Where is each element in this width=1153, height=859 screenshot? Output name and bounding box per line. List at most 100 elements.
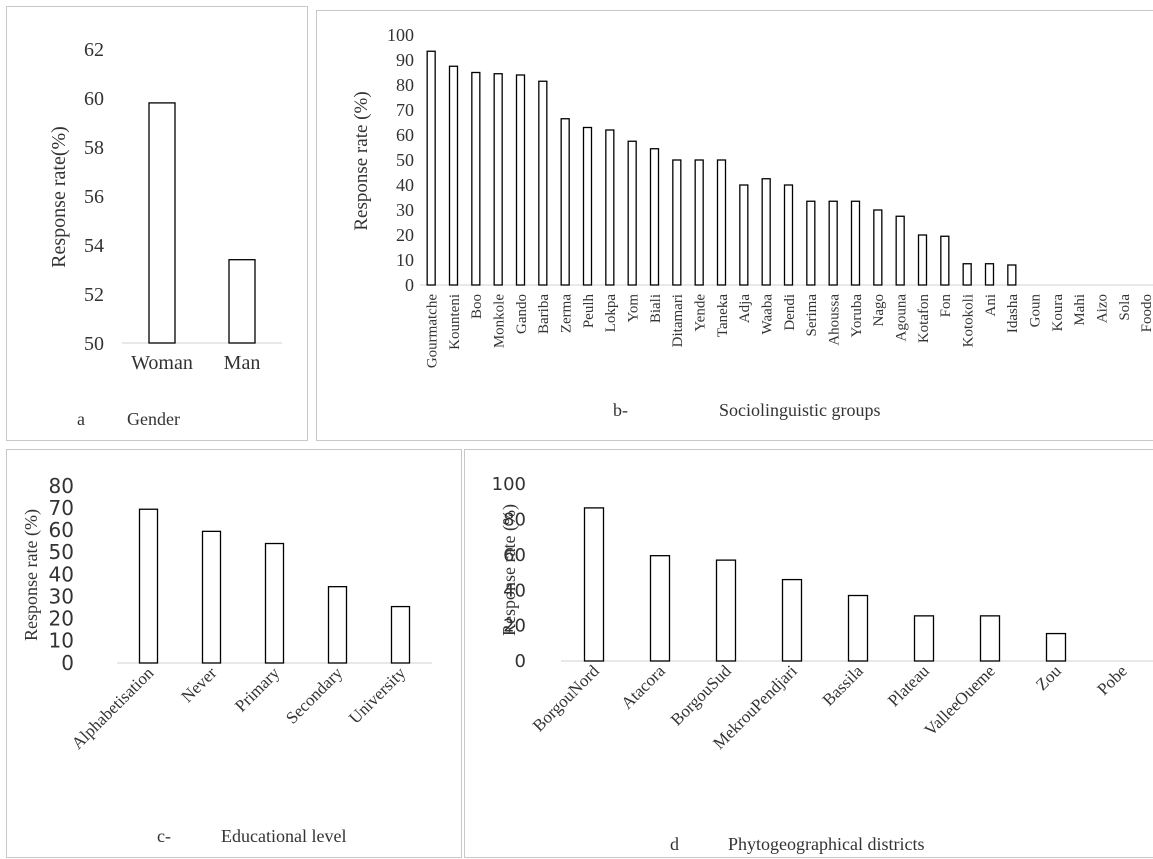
bar-yom — [627, 140, 637, 286]
y-tick-label: 0 — [61, 651, 74, 675]
bar-fon — [940, 235, 950, 286]
x-axis-title: Gender — [127, 409, 180, 429]
bar-plateau — [913, 615, 935, 662]
x-tick-label: Biali — [648, 294, 664, 323]
bar-ani — [984, 263, 995, 286]
x-tick-label: University — [345, 663, 410, 728]
x-tick-label: Idasha — [1005, 294, 1021, 333]
bar-university — [390, 605, 411, 664]
x-tick-label: Lokpa — [603, 294, 619, 333]
y-tick-label: 40 — [503, 580, 526, 601]
bar-borgounord — [583, 507, 605, 662]
y-tick-label: 80 — [503, 510, 526, 531]
bar-gourmatche — [426, 50, 436, 286]
x-tick-label: Agouna — [893, 294, 909, 342]
bar-peulh — [582, 126, 593, 286]
y-tick-label: 20 — [396, 225, 414, 245]
sociolinguistic-chart-panel: 0 10 20 30 40 50 60 70 80 90 100 Response rate (%) G… — [316, 10, 1153, 441]
y-tick-label: 60 — [396, 125, 414, 145]
y-tick-label: 70 — [396, 100, 414, 120]
x-tick-label: Bariba — [536, 294, 552, 334]
y-tick-label: 100 — [492, 474, 526, 495]
education-chart-panel: 0 10 20 30 40 50 60 70 80 Response rate (%) Alphab… — [6, 449, 462, 858]
bar-bariba — [538, 80, 548, 286]
bar-idasha — [1007, 264, 1017, 286]
panel-letter: d — [670, 834, 679, 854]
gender-bar-chart: 50 52 54 56 58 60 62 Response rate(%) Woman Man a G… — [48, 39, 282, 429]
bar-agouna — [895, 215, 905, 286]
x-axis-title: Phytogeographical districts — [728, 834, 924, 854]
y-tick-label: 80 — [396, 75, 414, 95]
x-tick-label: Kotokoli — [960, 294, 976, 347]
x-tick-label: Taneka — [715, 294, 731, 337]
bar-never — [201, 530, 222, 664]
bar-kounteni — [448, 65, 459, 286]
x-tick-label: Zou — [1032, 661, 1065, 694]
x-tick-label: Bassila — [819, 661, 867, 709]
bar-mekroupendjari — [781, 578, 803, 662]
x-tick-label: Waaba — [759, 294, 775, 335]
x-tick-label: Kounteni — [447, 294, 463, 350]
x-tick-label: Gourmatche — [424, 294, 440, 368]
y-tick-label: 80 — [49, 474, 74, 498]
bar-yoruba — [850, 200, 861, 286]
x-tick-label: Sola — [1117, 294, 1133, 321]
x-tick-label: Zerma — [558, 294, 574, 333]
bar-nago — [873, 209, 883, 286]
y-axis-title: Response rate (%) — [499, 504, 520, 636]
y-tick-label: 50 — [84, 333, 104, 355]
y-tick-label: 90 — [396, 50, 414, 70]
x-axis-title: Educational level — [221, 826, 346, 846]
bar-yende — [694, 159, 704, 286]
y-axis-title: Response rate (%) — [21, 509, 42, 641]
x-tick-label: Serima — [804, 294, 820, 337]
y-tick-label: 58 — [84, 137, 104, 159]
phytogeographic-chart-panel: 0 20 40 60 80 100 Response rate (%) BorgouNord A… — [464, 449, 1153, 858]
y-tick-label: 10 — [396, 250, 414, 270]
bar-zerma — [560, 118, 570, 286]
x-tick-label: Goun — [1027, 294, 1043, 328]
y-axis-title: Response rate(%) — [48, 126, 70, 268]
phytogeographic-bar-chart: 0 20 40 60 80 100 Response rate (%) BorgouNord A… — [492, 474, 1153, 854]
x-tick-label: Koura — [1050, 294, 1066, 332]
x-axis-title: Sociolinguistic groups — [719, 400, 881, 420]
y-tick-label: 30 — [49, 584, 74, 608]
y-tick-label: 20 — [503, 616, 526, 637]
x-tick-label: BorgouSud — [667, 661, 735, 729]
y-tick-label: 50 — [49, 540, 74, 564]
bar-bassila — [847, 594, 869, 662]
x-tick-label: Secondary — [282, 663, 347, 728]
x-tick-label: Atacora — [617, 661, 669, 713]
x-tick-label: Alphabetisation — [68, 663, 158, 753]
bar-taneka — [716, 159, 727, 286]
y-tick-label: 50 — [396, 150, 414, 170]
bar-woman — [148, 102, 176, 344]
panel-letter: b- — [613, 400, 628, 420]
y-tick-label: 20 — [49, 607, 74, 631]
bar-dendi — [783, 184, 794, 286]
x-tick-label: Monkole — [491, 294, 507, 349]
x-tick-label: Adja — [737, 294, 753, 324]
x-tick-label: Foodo — [1139, 294, 1153, 332]
y-tick-label: 54 — [84, 235, 104, 257]
bar-biali — [649, 148, 660, 286]
x-tick-label: Plateau — [884, 661, 933, 710]
y-tick-label: 60 — [49, 518, 74, 542]
gender-chart-panel: 50 52 54 56 58 60 62 Response rate(%) Woman Man a G… — [6, 6, 308, 441]
bar-adja — [739, 184, 749, 286]
x-tick-label: Pobe — [1093, 661, 1130, 698]
bar-monkole — [493, 73, 503, 286]
x-tick-label: Fon — [938, 294, 954, 318]
x-tick-label: Dendi — [782, 294, 798, 331]
panel-letter: c- — [157, 826, 171, 846]
bar-alphabetisation — [138, 508, 159, 664]
sociolinguistic-bar-chart: 0 10 20 30 40 50 60 70 80 90 100 Response rate (%) G… — [351, 25, 1153, 420]
x-tick-label: Peulh — [581, 294, 597, 329]
x-tick-label: BorgouNord — [529, 661, 603, 735]
y-tick-label: 56 — [84, 186, 104, 208]
bar-zou — [1045, 632, 1067, 662]
y-tick-label: 30 — [396, 200, 414, 220]
bar-secondary — [327, 586, 348, 664]
y-tick-label: 0 — [515, 651, 526, 672]
